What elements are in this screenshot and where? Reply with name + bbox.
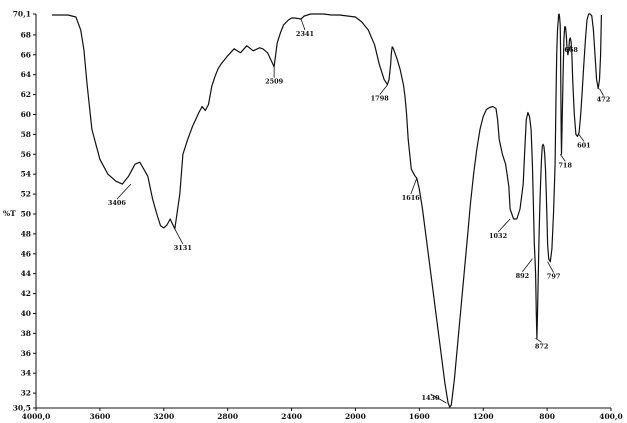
y-tick-label: 32 (21, 389, 31, 398)
y-tick-label: 46 (21, 249, 31, 258)
y-tick-label: 38 (21, 329, 31, 338)
y-tick-label: 36 (21, 349, 31, 358)
y-tick-label: 56 (21, 150, 31, 159)
y-tick-label: 42 (21, 289, 31, 298)
peak-label: 718 (558, 161, 572, 169)
peak-label: 892 (516, 272, 530, 280)
peak-leader-line (567, 45, 572, 51)
y-tick-label: 64 (21, 70, 31, 79)
x-tick-label: 2400 (281, 412, 302, 421)
y-tick-label: 40 (21, 309, 31, 318)
y-tick-label: 58 (21, 130, 31, 139)
peak-leader-line (379, 84, 389, 95)
peak-leader-line (547, 261, 554, 273)
peak-label: 668 (564, 46, 578, 54)
peak-label: 2509 (265, 78, 284, 86)
y-tick-label: 62 (21, 90, 31, 99)
y-tick-label: 66 (21, 50, 31, 59)
peak-label: 1032 (489, 232, 507, 240)
peak-leader-line (578, 134, 585, 142)
x-tick-label: 1600 (409, 412, 430, 421)
y-tick-label: 68 (21, 30, 31, 39)
peak-leader-line (522, 258, 533, 273)
y-tick-label: 52 (21, 190, 31, 199)
x-tick-label: 1200 (473, 412, 494, 421)
peak-label: 601 (577, 141, 591, 149)
peak-label: 1798 (371, 95, 390, 103)
x-tick-label: 400,0 (599, 412, 623, 421)
y-tick-label: 48 (21, 229, 31, 238)
peak-leader-line (497, 218, 511, 233)
peak-label: 3406 (108, 199, 127, 207)
x-tick-label: 2800 (217, 412, 238, 421)
x-tick-label: 2000 (345, 412, 366, 421)
y-tick-label: 30,5 (13, 404, 31, 413)
x-tick-label: 4000,0 (22, 412, 51, 421)
peak-leader-line (599, 88, 604, 96)
peak-leader-line (559, 154, 566, 162)
y-tick-label: 50 (21, 209, 31, 218)
peak-leader-line (535, 338, 542, 343)
x-tick-label: 3200 (153, 412, 174, 421)
peak-leader-line (116, 183, 132, 200)
y-tick-label: 44 (21, 269, 31, 278)
peak-annotations: 3406 3131 2509 2341 1798 1616 1430 1032 892 872 79… (108, 18, 611, 404)
peak-label: 1430 (421, 394, 440, 402)
y-axis-label: %T (3, 209, 16, 218)
peak-label: 3131 (174, 244, 192, 252)
peak-label: 1616 (402, 194, 421, 202)
peak-leader-line (410, 178, 418, 195)
x-ticks: 4000,0 3600 3200 2800 2400 2000 1600 1200 800 400… (22, 408, 623, 421)
peak-label: 872 (535, 342, 549, 350)
peak-label: 797 (547, 273, 561, 281)
y-tick-label: 54 (21, 170, 31, 179)
x-tick-label: 3600 (89, 412, 110, 421)
peak-label: 2341 (296, 30, 314, 38)
peak-leader-line (300, 18, 306, 31)
peak-leader-line (174, 228, 184, 245)
spectrum-line (52, 13, 602, 408)
y-ticks: 70,1 68 66 64 62 60 58 56 54 52 50 48 46 44 42 40 38 36 34… (13, 10, 36, 413)
y-tick-label: 34 (21, 369, 31, 378)
peak-label: 472 (597, 96, 611, 104)
y-tick-label: 70,1 (13, 10, 31, 19)
y-tick-label: 60 (21, 110, 31, 119)
x-tick-label: 800 (539, 412, 555, 421)
peak-leader-line (430, 393, 447, 404)
